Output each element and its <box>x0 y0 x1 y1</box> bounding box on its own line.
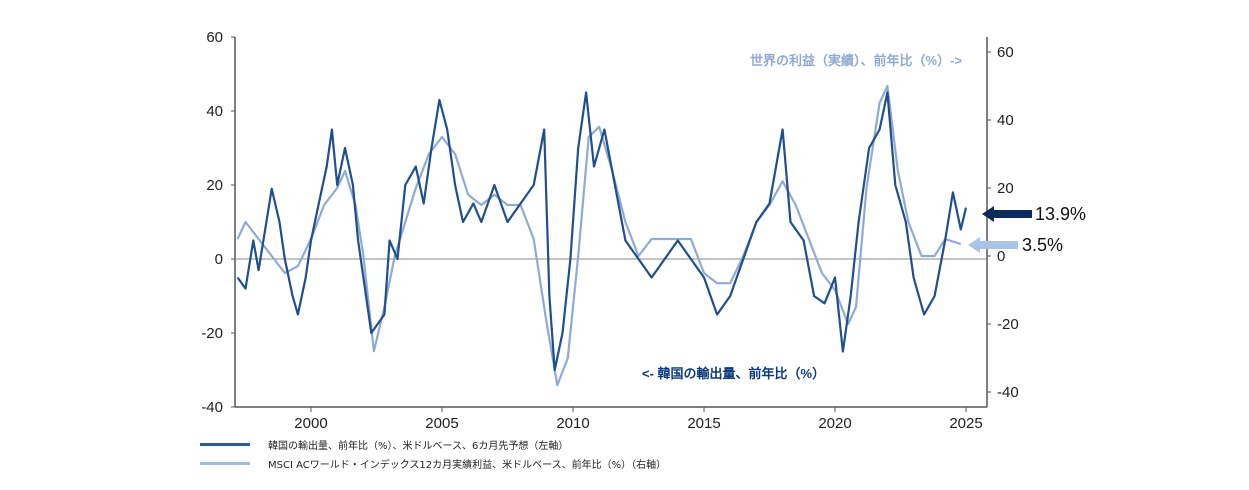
x-tick-label: 2025 <box>949 415 982 430</box>
x-tick-label: 2015 <box>687 415 720 430</box>
left-tick-label: 60 <box>206 29 223 46</box>
world-earnings-line <box>236 84 962 387</box>
right-tick-label: 40 <box>997 112 1014 129</box>
world-latest-label: 3.5% <box>1022 235 1063 255</box>
x-tick-label: 2010 <box>556 415 589 430</box>
left-tick-label: 0 <box>215 251 223 268</box>
world-latest-arrow <box>968 237 1018 253</box>
left-tick-label: -20 <box>201 325 223 342</box>
x-tick-label: 2000 <box>294 415 327 430</box>
legend-swatch <box>200 462 250 465</box>
left-tick-label: 40 <box>206 103 223 120</box>
legend-swatch <box>200 443 250 446</box>
legend-item-world: MSCI ACワールド・インデックス12カ月実績利益、米ドルベース、前年比（%）… <box>200 456 666 471</box>
right-tick-label: 60 <box>997 44 1014 61</box>
korea-latest-arrow <box>982 206 1032 222</box>
left-tick-label: -40 <box>201 399 223 416</box>
right-tick-label: 20 <box>997 180 1014 197</box>
x-tick-label: 2020 <box>818 415 851 430</box>
right-tick-label: 0 <box>997 248 1005 265</box>
korea-latest-label: 13.9% <box>1035 204 1086 224</box>
right-tick-label: -40 <box>997 384 1019 401</box>
left-tick-label: 20 <box>206 177 223 194</box>
chart-svg: 60 40 20 0 -20 -40 60 40 20 0 -20 -40 2000 2005 2010 20… <box>201 29 1086 432</box>
right-tick-label: -20 <box>997 316 1019 333</box>
world-earnings-annotation: 世界の利益（実績）、前年比（%）-> <box>750 53 962 68</box>
x-tick-label: 2005 <box>425 415 458 430</box>
legend-label: MSCI ACワールド・インデックス12カ月実績利益、米ドルベース、前年比（%）… <box>268 460 667 471</box>
korea-exports-annotation: <- 韓国の輸出量、前年比（%） <box>642 366 825 381</box>
korea-exports-line <box>236 91 968 372</box>
legend-item-korea: 韓国の輸出量、前年比（%）、米ドルベース、6カ月先予想（左軸） <box>200 437 568 452</box>
legend-label: 韓国の輸出量、前年比（%）、米ドルベース、6カ月先予想（左軸） <box>268 441 569 452</box>
